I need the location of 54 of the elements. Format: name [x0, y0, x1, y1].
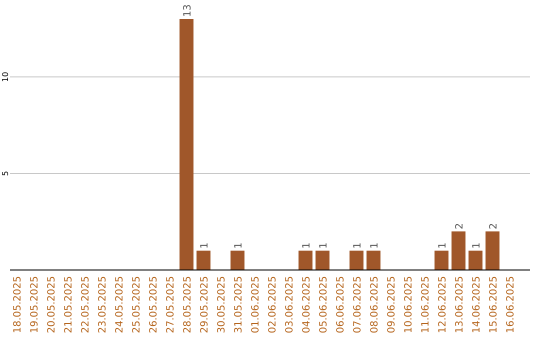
data-label: 2 [454, 223, 466, 230]
x-tick-label: 13.06.2025 [454, 276, 466, 334]
x-tick-label: 18.05.2025 [12, 276, 24, 334]
x-tick-label: 15.06.2025 [488, 276, 500, 334]
x-tick-label: 27.05.2025 [166, 276, 176, 334]
x-tick-label: 28.05.2025 [182, 276, 194, 334]
x-tick-label: 19.05.2025 [30, 276, 40, 334]
data-label: 1 [370, 242, 380, 249]
x-tick-label: 02.06.2025 [268, 276, 278, 334]
x-tick-label: 01.06.2025 [250, 276, 262, 334]
data-label: 1 [200, 242, 210, 249]
bar [434, 250, 448, 270]
x-tick-label: 11.06.2025 [420, 276, 432, 334]
bar [366, 250, 380, 270]
x-tick-label: 16.06.2025 [506, 276, 516, 334]
bar [196, 250, 210, 270]
x-tick-label: 29.05.2025 [200, 276, 210, 334]
bar [298, 250, 312, 270]
y-tick-label: 10 [1, 72, 10, 82]
bar [316, 250, 330, 270]
x-tick-label: 30.05.2025 [216, 276, 228, 334]
x-tick-label: 08.06.2025 [370, 276, 380, 334]
x-tick-label: 04.06.2025 [302, 276, 312, 334]
data-label: 1 [234, 242, 244, 249]
x-tick-label: 09.06.2025 [386, 276, 398, 334]
x-tick-label: 20.05.2025 [46, 276, 58, 334]
x-tick-label: 14.06.2025 [472, 276, 482, 334]
x-tick-label: 31.05.2025 [234, 276, 244, 334]
bar [468, 250, 482, 270]
x-tick-label: 25.05.2025 [132, 276, 142, 334]
bar [180, 19, 194, 270]
x-tick-label: 22.05.2025 [80, 276, 92, 334]
bar [230, 250, 244, 270]
data-label: 1 [472, 242, 482, 249]
data-label: 1 [352, 242, 364, 249]
x-tick-label: 05.06.2025 [318, 276, 330, 334]
bar [452, 231, 466, 270]
x-tick-label: 23.05.2025 [98, 276, 108, 334]
x-tick-label: 26.05.2025 [148, 276, 160, 334]
data-label: 1 [438, 242, 448, 249]
x-tick-label: 10.06.2025 [404, 276, 414, 334]
x-tick-label: 06.06.2025 [336, 276, 346, 334]
bar [486, 231, 500, 270]
data-label: 1 [302, 242, 312, 249]
x-tick-label: 24.05.2025 [114, 276, 126, 334]
bar [350, 250, 364, 270]
y-tick-label: 5 [1, 170, 10, 176]
x-tick-label: 03.06.2025 [284, 276, 296, 334]
x-tick-label: 07.06.2025 [352, 276, 364, 334]
x-tick-label: 12.06.2025 [438, 276, 448, 334]
data-label: 2 [488, 223, 500, 230]
data-label: 13 [182, 4, 194, 17]
x-tick-label: 21.05.2025 [64, 276, 74, 334]
data-label: 1 [318, 242, 330, 249]
